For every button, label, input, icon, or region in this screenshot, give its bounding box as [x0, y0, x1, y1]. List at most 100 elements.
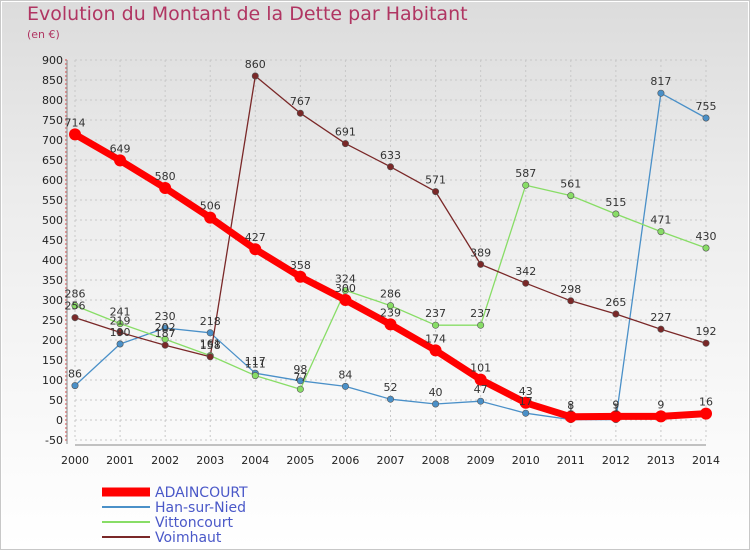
x-tick-label: 2000: [61, 454, 89, 467]
data-point: [116, 320, 124, 328]
data-point: [206, 329, 214, 337]
data-point: [341, 382, 349, 390]
data-label: 174: [425, 332, 446, 345]
y-tick-label: 900: [42, 54, 63, 67]
x-tick-label: 2006: [331, 454, 359, 467]
data-label: 8: [567, 399, 574, 412]
data-point: [432, 321, 440, 329]
data-point: [432, 188, 440, 196]
data-label: 256: [65, 300, 86, 313]
data-label: 1: [567, 402, 574, 415]
data-point: [251, 372, 259, 380]
data-point: [386, 395, 394, 403]
data-label: 1: [612, 402, 619, 415]
data-label: 515: [605, 196, 626, 209]
data-label: 40: [429, 386, 443, 399]
data-label: 218: [200, 315, 221, 328]
x-tick-label: 2003: [196, 454, 224, 467]
data-label: 817: [650, 75, 671, 88]
data-point: [384, 318, 397, 331]
data-label: 43: [519, 385, 533, 398]
data-point: [657, 89, 665, 97]
y-tick-labels: -50 0 50 100 150 200 250 300 350 400 450 500 550 600 6…: [42, 54, 63, 447]
data-label: 649: [110, 142, 131, 155]
data-point: [339, 294, 352, 306]
data-label: 241: [110, 306, 131, 319]
data-point: [249, 243, 262, 256]
data-label: 265: [605, 296, 626, 309]
data-label: 286: [65, 288, 86, 301]
data-label: 506: [200, 200, 221, 213]
data-label: 161: [200, 338, 221, 351]
data-label: 101: [470, 362, 491, 375]
axes: [65, 59, 706, 446]
data-point: [519, 396, 532, 409]
data-label: 298: [560, 283, 581, 296]
y-tick-label: 0: [56, 414, 63, 427]
data-point: [296, 385, 304, 393]
x-tick-label: 2010: [512, 454, 540, 467]
data-label: 286: [380, 288, 401, 301]
data-label: 561: [560, 178, 581, 191]
data-point: [71, 382, 79, 390]
y-tick-label: 700: [42, 134, 63, 147]
data-label: 47: [474, 383, 488, 396]
legend-label: Han-sur-Nied: [155, 500, 246, 516]
legend-label: Vittoncourt: [155, 515, 233, 531]
data-label: 427: [245, 231, 266, 244]
data-point: [251, 72, 259, 80]
y-tick-label: 800: [42, 94, 63, 107]
x-tick-label: 2012: [602, 454, 630, 467]
legend: ADAINCOURTHan-sur-NiedVittoncourtVoimhau…: [102, 485, 248, 546]
data-label: 77: [293, 371, 307, 384]
data-point: [477, 321, 485, 329]
data-point: [71, 302, 79, 310]
x-tick-label: 2009: [467, 454, 495, 467]
data-label: 52: [384, 381, 398, 394]
legend-label: Voimhaut: [155, 530, 222, 546]
data-point: [386, 302, 394, 310]
data-point: [386, 163, 394, 171]
data-point: [564, 410, 577, 423]
data-point: [657, 325, 665, 333]
data-label: 158: [200, 339, 221, 352]
data-point: [341, 286, 349, 294]
data-point: [114, 154, 127, 167]
y-tick-label: 200: [42, 334, 63, 347]
data-point: [477, 260, 485, 268]
data-point: [429, 344, 442, 357]
data-point: [206, 353, 214, 361]
data-point: [296, 377, 304, 385]
x-tick-label: 2007: [377, 454, 405, 467]
data-point: [294, 270, 307, 283]
data-label: 300: [335, 282, 356, 295]
data-point: [204, 211, 217, 224]
x-tick-label: 2008: [422, 454, 450, 467]
data-label: 587: [515, 167, 536, 180]
data-label: 714: [65, 116, 86, 129]
data-label: 237: [470, 307, 491, 320]
data-point: [567, 192, 575, 200]
x-tick-label: 2013: [647, 454, 675, 467]
data-point: [657, 228, 665, 236]
series-points: [69, 72, 712, 424]
data-label: 98: [293, 363, 307, 376]
data-point: [702, 244, 710, 252]
data-point: [477, 397, 485, 405]
data-point: [474, 373, 487, 386]
y-tick-label: 300: [42, 294, 63, 307]
y-tick-label: 650: [42, 154, 63, 167]
y-tick-label: 150: [42, 354, 63, 367]
data-label: 111: [245, 358, 266, 371]
data-point: [116, 340, 124, 348]
data-label: 389: [470, 246, 491, 259]
data-point: [609, 410, 622, 423]
y-tick-label: 450: [42, 234, 63, 247]
y-tick-label: 50: [49, 394, 63, 407]
data-point: [69, 128, 81, 141]
y-tick-label: 600: [42, 174, 63, 187]
data-label: 237: [425, 307, 446, 320]
